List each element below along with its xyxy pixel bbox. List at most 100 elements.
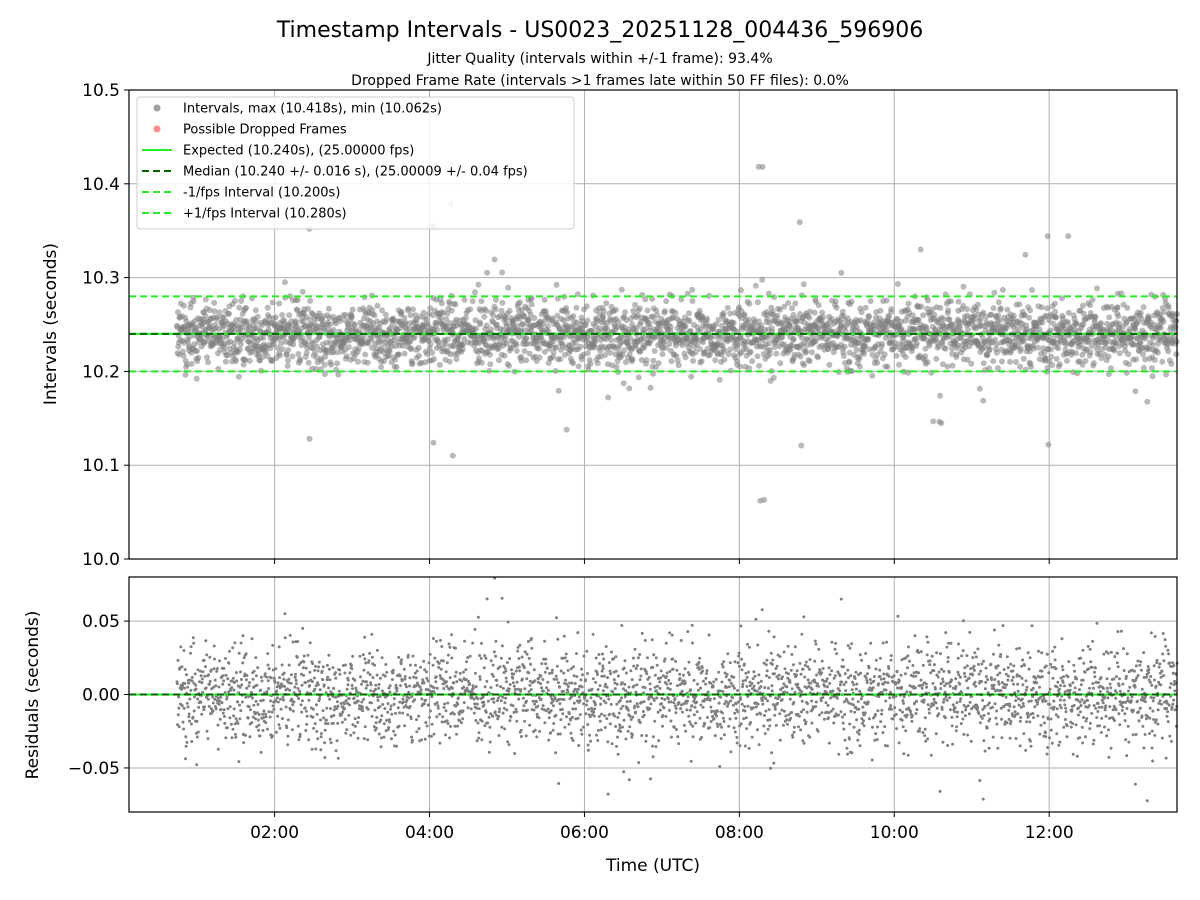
residual-point <box>658 708 662 712</box>
residual-point <box>558 702 562 706</box>
residual-point <box>652 698 656 702</box>
residual-point <box>291 709 295 713</box>
residual-point <box>547 716 551 720</box>
residual-point <box>630 678 634 682</box>
interval-point <box>1045 441 1052 448</box>
residual-point <box>390 737 393 741</box>
residual-point <box>249 708 252 712</box>
residual-point <box>226 677 230 681</box>
residual-point <box>201 690 205 694</box>
residual-point <box>480 738 484 742</box>
residual-point <box>541 704 545 708</box>
interval-point <box>194 348 200 354</box>
residual-point <box>446 653 450 657</box>
interval-point <box>1010 312 1017 319</box>
interval-point <box>848 298 855 305</box>
interval-point <box>689 298 696 304</box>
residual-point <box>473 627 477 631</box>
residual-point <box>387 726 391 729</box>
residual-point <box>206 737 210 741</box>
interval-point <box>264 304 271 311</box>
residual-point <box>518 669 522 673</box>
residuals-points <box>175 576 1179 803</box>
residual-point <box>658 680 662 684</box>
interval-point <box>815 354 822 361</box>
residual-point <box>222 667 226 670</box>
residual-point <box>370 655 374 659</box>
interval-point <box>383 316 390 323</box>
residual-point <box>324 718 328 722</box>
interval-point <box>279 346 286 353</box>
residual-point <box>321 678 325 682</box>
residual-point <box>493 710 497 714</box>
residual-point <box>646 656 649 660</box>
interval-point <box>401 350 408 357</box>
legend-label: +1/fps Interval (10.280s) <box>183 207 347 222</box>
interval-point <box>1108 365 1114 372</box>
residual-point <box>224 673 228 677</box>
residual-point <box>340 720 344 724</box>
interval-point <box>618 286 625 293</box>
interval-point <box>644 307 651 314</box>
residual-point <box>491 663 495 667</box>
residual-point <box>283 684 287 688</box>
residual-point <box>394 711 397 715</box>
residual-point <box>410 738 414 742</box>
residual-point <box>550 668 554 672</box>
residual-point <box>368 673 372 677</box>
residual-point <box>641 710 645 713</box>
residual-point <box>189 651 192 655</box>
interval-point <box>285 347 292 354</box>
interval-point <box>542 308 549 315</box>
interval-point <box>499 299 506 306</box>
interval-point <box>942 345 949 352</box>
residual-point <box>206 697 210 701</box>
residual-point <box>683 667 687 671</box>
residual-point <box>232 714 236 718</box>
residual-point <box>267 710 271 714</box>
interval-point <box>294 297 301 303</box>
legend-label: Possible Dropped Frames <box>183 123 347 138</box>
residual-point <box>366 707 370 711</box>
intervals-ytick-label: 10.2 <box>82 362 120 382</box>
residual-point <box>658 686 662 690</box>
residual-point <box>457 712 461 716</box>
residual-point <box>239 709 243 713</box>
residual-point <box>628 699 632 703</box>
residual-point <box>554 713 558 717</box>
interval-point <box>770 374 777 381</box>
residual-point <box>540 686 543 690</box>
interval-point <box>1106 314 1113 321</box>
residual-point <box>268 715 272 719</box>
residual-point <box>449 724 452 728</box>
residual-point <box>322 683 326 687</box>
residual-point <box>337 689 341 693</box>
interval-point <box>1073 320 1080 327</box>
residual-point <box>374 683 378 687</box>
residual-point <box>538 730 542 733</box>
residual-point <box>285 726 289 730</box>
interval-point <box>287 293 294 300</box>
legend-marker <box>153 104 161 112</box>
interval-point <box>1111 347 1118 354</box>
residual-point <box>400 679 404 683</box>
residual-point <box>224 736 228 740</box>
interval-point <box>191 341 198 348</box>
residual-point <box>560 707 564 711</box>
residual-point <box>211 701 215 705</box>
interval-point <box>641 335 647 342</box>
residual-point <box>703 722 707 726</box>
interval-point <box>638 357 645 363</box>
residual-point <box>204 639 208 643</box>
interval-point <box>1154 349 1161 356</box>
chart-title: Timestamp Intervals - US0023_20251128_00… <box>276 18 923 43</box>
interval-point <box>1048 346 1054 353</box>
interval-point <box>659 351 666 358</box>
residual-point <box>319 735 323 739</box>
residual-point <box>327 686 331 690</box>
interval-point <box>642 296 649 303</box>
residual-point <box>635 702 639 706</box>
interval-point <box>1149 341 1156 348</box>
residual-point <box>446 722 450 725</box>
interval-point <box>491 256 498 263</box>
